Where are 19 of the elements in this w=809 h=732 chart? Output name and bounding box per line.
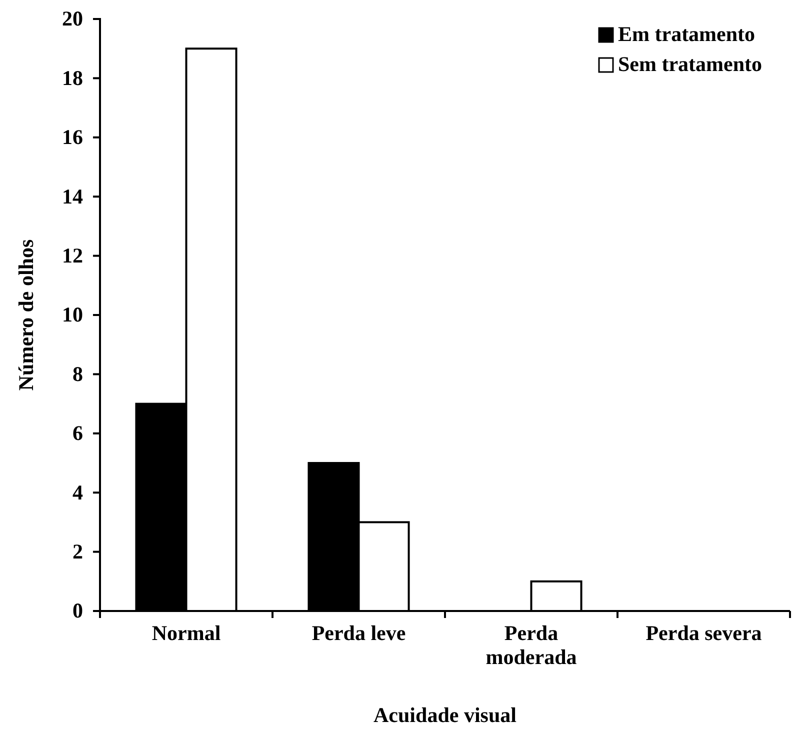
y-tick-label: 16 (62, 125, 83, 150)
y-tick-label: 6 (72, 421, 83, 446)
y-tick-label: 20 (62, 6, 83, 31)
y-tick-label: 4 (72, 480, 84, 504)
y-tick-label: 14 (62, 184, 84, 208)
x-tick-label: Perda moderada (486, 620, 578, 670)
y-tick-label: 18 (62, 66, 83, 90)
y-tick-label: 0 (72, 598, 83, 623)
x-tick-label: Perda severa (646, 620, 762, 645)
x-tick-label: Normal (152, 620, 221, 645)
y-tick-label: 10 (62, 302, 83, 327)
x-axis-title: Acuidade visual (374, 703, 517, 727)
y-tick-label: 2 (72, 540, 83, 564)
legend-label: Sem tratamento (618, 52, 762, 76)
y-tick-label: 12 (62, 244, 83, 268)
y-axis-title: Número de olhos (14, 239, 38, 391)
x-tick-label: Perda leve (312, 620, 406, 645)
legend-label: Em tratamento (618, 22, 756, 46)
y-tick-label: 8 (72, 362, 83, 386)
